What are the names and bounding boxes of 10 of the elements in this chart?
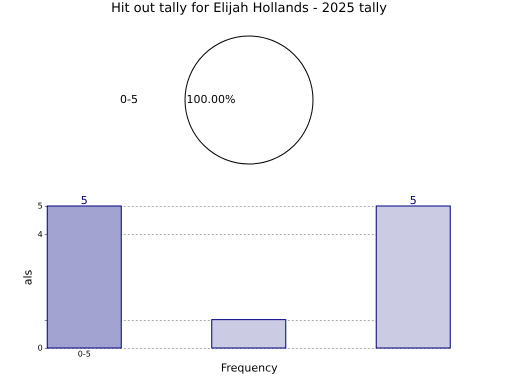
data-label: 5 [80,194,88,207]
data-label: 100.00% [186,93,236,106]
y-tick-label: 0 [38,344,43,352]
y-axis-title: als [22,269,35,286]
x-axis-title: Frequency [220,362,278,374]
y-tick-label: 5 [38,202,43,210]
y-tick-label: 4 [38,230,43,239]
slice-label: 0-5 [120,93,138,106]
data-label: 5 [410,194,417,207]
chart-title: Hit out tally for Elijah Hollands - 2025 tally [111,1,388,16]
